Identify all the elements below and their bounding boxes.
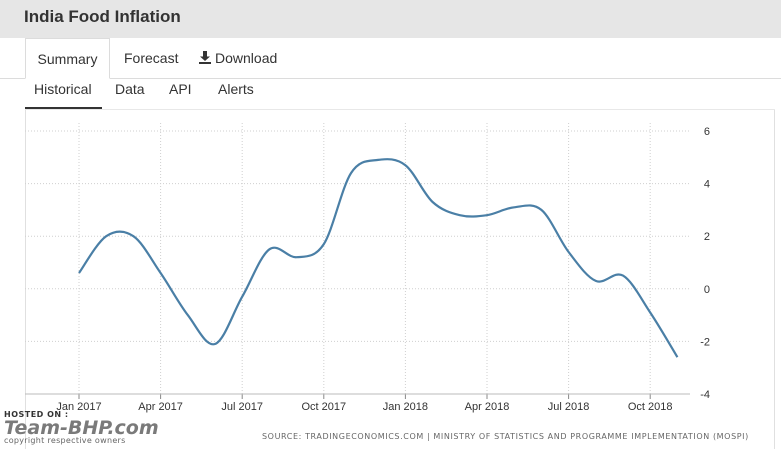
- subtab-data-label: Data: [115, 81, 145, 97]
- tab-download[interactable]: Download: [199, 38, 277, 78]
- series-line: [78, 158, 679, 358]
- y-tick-label: 2: [704, 231, 710, 243]
- subtab-historical-label: Historical: [34, 81, 92, 97]
- x-tick-label: Oct 2017: [301, 401, 346, 413]
- y-tick-label: 6: [704, 126, 710, 138]
- chart-frame: [25, 110, 775, 449]
- y-tick-label: 0: [704, 284, 710, 296]
- divider: [25, 109, 775, 110]
- subtab-alerts[interactable]: Alerts: [218, 79, 254, 109]
- download-icon: [199, 51, 211, 64]
- x-tick-label: Apr 2018: [465, 401, 510, 413]
- x-tick-label: Jul 2018: [548, 401, 590, 413]
- watermark-logo: Team-BHP.com: [4, 417, 159, 439]
- watermark-hosted-on: HOSTED ON :: [4, 410, 69, 419]
- title-bar: India Food Inflation: [0, 0, 781, 38]
- subtab-alerts-label: Alerts: [218, 81, 254, 97]
- x-tick-label: Jan 2017: [56, 401, 101, 413]
- tab-forecast-label: Forecast: [124, 50, 179, 66]
- page-title: India Food Inflation: [24, 7, 181, 26]
- tab-summary-label: Summary: [37, 51, 98, 67]
- y-tick-label: -4: [700, 389, 710, 401]
- tab-download-label: Download: [215, 50, 278, 66]
- tab-forecast[interactable]: Forecast: [124, 38, 178, 78]
- subtab-historical[interactable]: Historical: [25, 79, 102, 109]
- source-note: SOURCE: TRADINGECONOMICS.COM | MINISTRY …: [262, 432, 749, 441]
- watermark-copyright: copyright respective owners: [4, 436, 126, 445]
- subtab-api[interactable]: API: [169, 79, 192, 109]
- x-tick-label: Oct 2018: [628, 401, 673, 413]
- tab-summary[interactable]: Summary: [25, 38, 110, 79]
- x-tick-label: Apr 2017: [138, 401, 183, 413]
- x-tick-label: Jul 2017: [221, 401, 263, 413]
- subtab-api-label: API: [169, 81, 192, 97]
- x-tick-label: Jan 2018: [383, 401, 428, 413]
- tab-bar: Summary Forecast Download: [0, 38, 781, 79]
- subtab-bar: Historical Data API Alerts: [0, 79, 781, 109]
- y-tick-label: 4: [704, 179, 710, 191]
- subtab-data[interactable]: Data: [115, 79, 145, 109]
- y-tick-label: -2: [700, 336, 710, 348]
